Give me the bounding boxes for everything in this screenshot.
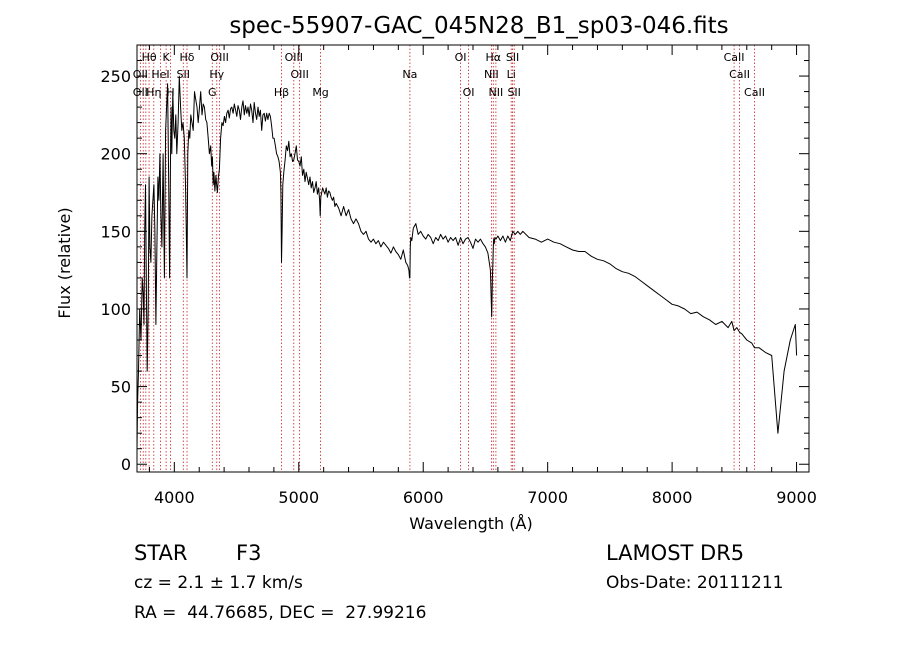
line-label-27: CaII	[744, 86, 765, 99]
line-label-7: SII	[506, 51, 519, 64]
line-label-4: OIII	[285, 51, 303, 64]
line-label-5: OI	[455, 51, 467, 64]
y-axis-label: Flux (relative)	[55, 207, 74, 318]
x-tick-label: 9000	[776, 488, 817, 507]
object-type: STAR	[134, 541, 188, 565]
line-label-0: Hθ	[142, 51, 157, 64]
line-label-26: SII	[507, 86, 520, 99]
line-label-12: Hγ	[209, 68, 224, 81]
line-label-9: OII	[133, 68, 148, 81]
line-label-6: Hα	[486, 51, 502, 64]
redshift-label: cz = 2.1 ± 1.7 km/s	[134, 573, 303, 593]
line-label-15: Li	[507, 68, 516, 81]
line-label-3: OIII	[210, 51, 228, 64]
line-label-13: OIII	[290, 68, 308, 81]
x-tick-label: 6000	[403, 488, 444, 507]
line-label-24: OI	[463, 86, 475, 99]
obs-date-label: Obs-Date: 20111211	[606, 573, 784, 593]
chart-title: spec-55907-GAC_045N28_B1_sp03-046.fits	[229, 13, 728, 39]
y-tick-label: 200	[100, 145, 131, 164]
y-tick-label: 50	[111, 378, 131, 397]
survey-label: LAMOST DR5	[606, 541, 745, 565]
line-label-14: NII	[484, 68, 499, 81]
line-label-20: G	[208, 86, 217, 99]
y-tick-label: 100	[100, 300, 131, 319]
line-label-21: Hβ	[274, 86, 289, 99]
line-label-16: CaII	[729, 68, 750, 81]
line-label-8: CaII	[724, 51, 745, 64]
line-label-19: H	[166, 86, 174, 99]
y-tick-label: 0	[121, 455, 131, 474]
line-label-1: K	[163, 51, 171, 64]
x-axis-ticks: 4000 5000 6000 7000 8000 9000	[148, 45, 817, 507]
line-label-11: SII	[177, 68, 190, 81]
coordinates-label: RA = 44.76685, DEC = 27.99216	[134, 603, 427, 623]
x-axis-label: Wavelength (Å)	[409, 514, 532, 533]
spectrum-series-group	[136, 75, 798, 449]
object-subclass: F3	[236, 541, 262, 565]
line-label-2: Hδ	[180, 51, 195, 64]
x-tick-label: 4000	[154, 488, 195, 507]
line-label-22: Mg	[312, 86, 328, 99]
line-label-18: Hη	[146, 86, 161, 99]
spectrum-line	[136, 75, 798, 449]
x-tick-label: 5000	[278, 488, 319, 507]
line-label-10: HeI	[151, 68, 169, 81]
x-tick-label: 7000	[527, 488, 568, 507]
line-label-23: Na	[402, 68, 417, 81]
line-label-25: NII	[489, 86, 504, 99]
y-tick-label: 150	[100, 222, 131, 241]
line-label-group: Hθ K Hδ OIII OIII OI Hα SII CaII OII HeI SII Hγ OIII N…	[133, 51, 765, 99]
y-tick-label: 250	[100, 67, 131, 86]
y-axis-ticks: 0 50 100 150 200 250	[100, 60, 809, 474]
x-tick-label: 8000	[652, 488, 693, 507]
